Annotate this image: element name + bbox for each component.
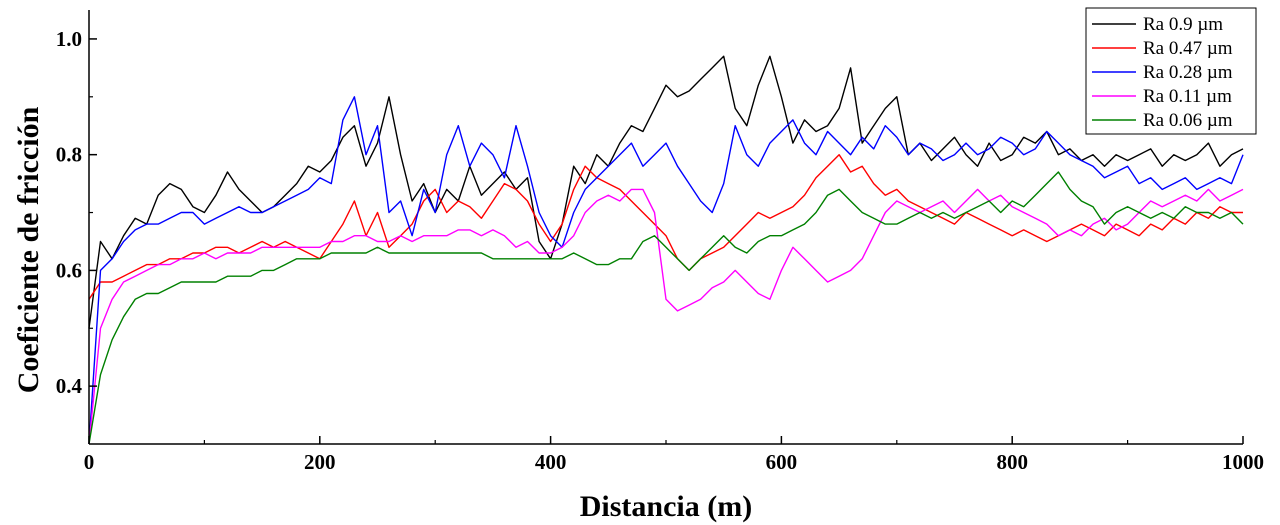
legend: Ra 0.9 µm Ra 0.47 µm Ra 0.28 µm Ra 0.11 µm R…	[1085, 7, 1257, 135]
legend-box	[1085, 7, 1257, 135]
x-axis-title: Distancia (m)	[580, 490, 752, 523]
series-line-2	[88, 96, 1244, 445]
x-ticks: 0 200 400 600 800 1000	[84, 436, 1264, 474]
legend-label-2: Ra 0.28 µm	[1143, 62, 1233, 83]
y-tick-label: 0.8	[56, 143, 82, 167]
x-tick-label: 400	[535, 450, 567, 474]
y-tick-label: 0.4	[56, 374, 83, 398]
y-tick-label: 1.0	[56, 27, 82, 51]
x-tick-label: 600	[766, 450, 798, 474]
x-tick-label: 1000	[1222, 450, 1264, 474]
legend-label-4: Ra 0.06 µm	[1143, 110, 1233, 131]
series-line-3	[88, 188, 1244, 445]
x-tick-label: 800	[996, 450, 1028, 474]
legend-label-0: Ra 0.9 µm	[1143, 14, 1223, 35]
y-ticks: 0.4 0.6 0.8 1.0	[56, 27, 97, 398]
y-tick-label: 0.6	[56, 258, 82, 282]
series-lines	[88, 55, 1244, 445]
x-tick-label: 200	[304, 450, 336, 474]
y-axis-title: Coeficiente de fricción	[12, 106, 45, 393]
series-line-0	[88, 55, 1244, 329]
series-line-1	[88, 153, 1243, 300]
x-tick-label: 0	[84, 450, 95, 474]
series-line-4	[88, 171, 1244, 445]
legend-label-1: Ra 0.47 µm	[1143, 38, 1233, 59]
legend-label-3: Ra 0.11 µm	[1143, 86, 1232, 107]
